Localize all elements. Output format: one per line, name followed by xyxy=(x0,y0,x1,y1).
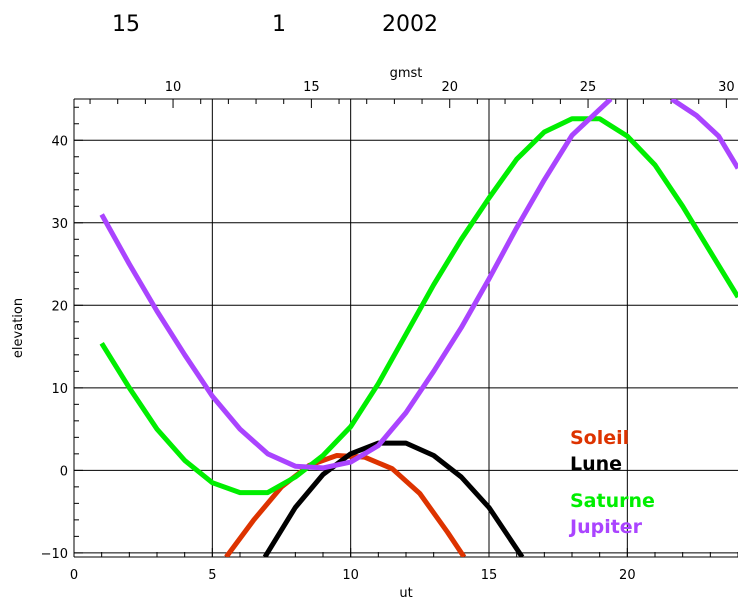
top-tick-label: 25 xyxy=(580,80,597,95)
legend-saturne: Saturne xyxy=(570,490,655,512)
series-line-jupiter xyxy=(99,99,613,471)
x-tick-label: 10 xyxy=(342,568,359,583)
x-tick-label: 15 xyxy=(481,568,498,583)
date-year: 2002 xyxy=(382,12,438,37)
top-tick-label: 20 xyxy=(441,80,458,95)
legend-lune: Lune xyxy=(570,453,622,475)
top-tick-label: 15 xyxy=(303,80,320,95)
y-tick-label: 0 xyxy=(60,464,68,479)
y-tick-label: 30 xyxy=(51,217,68,232)
x-tick-label: 20 xyxy=(619,568,636,583)
y-tick-label: −10 xyxy=(41,547,68,562)
top-tick-label: 10 xyxy=(165,80,182,95)
y-tick-label: 10 xyxy=(51,382,68,397)
x-tick-label: 5 xyxy=(208,568,216,583)
x-tick-label: 0 xyxy=(70,568,78,583)
top-tick-label: 30 xyxy=(718,80,735,95)
date-month: 1 xyxy=(272,12,286,37)
series-line-jupiter xyxy=(670,99,738,170)
top-axis-title: gmst xyxy=(390,66,423,81)
legend-jupiter: Jupiter xyxy=(568,516,643,538)
date-day: 15 xyxy=(112,12,140,37)
y-tick-label: 40 xyxy=(51,134,68,149)
x-axis-title: ut xyxy=(399,586,412,601)
y-tick-label: 20 xyxy=(51,299,68,314)
y-axis-title: elevation xyxy=(11,298,26,358)
series-line-saturne xyxy=(99,116,738,496)
legend-soleil: Soleil xyxy=(570,427,629,449)
series-line-lune xyxy=(262,440,525,557)
